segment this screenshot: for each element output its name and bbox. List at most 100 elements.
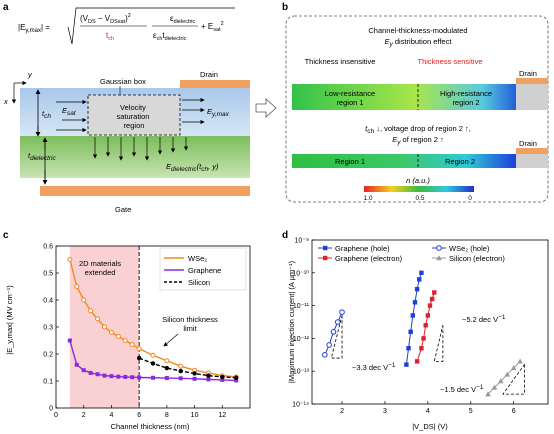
b-title-2: Ey distribution effect [385,37,453,48]
c-point [81,368,86,373]
panel-arrow-icon [255,98,277,118]
d-point [419,270,424,275]
c-legend: WSe₂ Graphene Silicon [159,247,247,291]
d-point [412,300,418,305]
c-point [122,338,128,343]
c-series-line [138,357,237,379]
c-point [74,284,80,289]
c-point [150,361,156,366]
slope-triangle [502,363,525,395]
d-legend-label: Silicon (electron) [449,254,505,263]
tdiel-label: tdielectric [28,151,56,162]
d-point [517,358,523,364]
c-point [136,346,142,352]
d-point [427,303,433,308]
c-ytick-label: 0.2 [43,352,53,359]
d-point [429,296,435,302]
c-ylabel: |E_y,max| (MV cm⁻¹) [5,285,14,355]
c-legend-label: Graphene [188,266,221,275]
svg-text:tch: tch [106,31,114,42]
gate-contact [40,186,250,196]
b-title-1: Channel-thickness-modulated [368,26,467,35]
slope-triangle [433,325,444,362]
d-point [406,346,411,351]
colorbar-tick-2: 0.5 [415,195,424,202]
c-ytick-label: 0.4 [43,298,53,305]
gaussian-box [87,94,181,136]
c-series [67,257,239,383]
drain-label-a: Drain [200,70,218,79]
c-point [130,375,135,380]
b-mid-line-2: Ey of region 2 ↑ [392,135,444,146]
c-point [164,358,170,364]
d-legend-label: Graphene (electron) [335,254,403,263]
panel-c-label: c [3,230,9,241]
c-point [234,378,239,383]
c-xtick-label: 8 [165,412,169,419]
colorbar-tick-1: 1.0 [363,195,372,202]
c-legend-label: WSe₂ [188,254,207,263]
c-point [88,370,93,375]
sqrt-sign [67,7,235,45]
c-point [220,374,225,380]
d-ytick-label: 10⁻¹¹ [293,303,310,310]
d-point [491,384,498,390]
d-xtick-label: 4 [426,408,430,415]
d-xtick-label: 6 [512,408,516,415]
c-point [67,257,73,262]
panel-d-label: d [282,230,288,241]
c-ytick-label: 0.5 [43,271,53,278]
c-point [151,375,155,380]
c-legend-label: Silicon [188,278,210,287]
region2-label: Region 2 [445,157,475,166]
c-point [129,342,135,348]
svg-text:εdielectric: εdielectric [170,14,196,25]
d-point [423,323,428,328]
dielectric-field-arrows [92,137,189,161]
c-point [178,368,183,374]
svg-text:|Ey,max| =: |Ey,max| = [18,23,50,34]
axis-y-label: y [27,70,33,79]
d-point [322,352,328,358]
c-point [192,371,197,376]
c-point [164,365,170,371]
c-point [116,374,121,379]
d-xlabel: |V_DS| (V) [412,422,448,431]
panel-a: a |Ey,max| = (VDS − VDSsat)2 tch εdielec… [3,2,250,214]
shade-label: 2D materials extended [79,259,121,277]
d-ytick-label: 10⁻¹⁴ [292,402,309,409]
d-point [404,362,409,367]
svg-text:(VDS − VDSsat)2: (VDS − VDSsat)2 [80,13,131,25]
panel-b-frame [285,15,549,203]
c-xtick-label: 2 [82,412,86,419]
d-point [417,277,422,282]
c-point [192,376,197,381]
drain-label-b1: Drain [519,69,537,78]
svg-text:εchtdielectric: εchtdielectric [153,31,187,42]
velocity-region-label: Velocity saturation region [116,103,151,130]
d-point [421,336,426,341]
d-legend-label: WSe₂ (hole) [449,244,490,253]
eymax-label: Ey,max [207,107,230,118]
b-mid-line-1: tch ↓, voltage drop of region 2 ↑, [365,124,471,135]
thickness-sensitive: Thickness sensitive [417,57,482,66]
region1-label: Region 1 [335,157,365,166]
d-point [419,346,424,351]
drain-label-b2: Drain [519,139,537,148]
c-ytick-label: 0.3 [43,325,53,332]
region-high-label: High-resistance region 2 [440,89,492,107]
strip-2 [292,154,516,168]
d-ytick-label: 10⁻¹³ [293,369,310,376]
c-point [95,316,101,322]
c-point [164,376,169,381]
d-xtick-label: 3 [383,408,387,415]
drain-contact [180,80,250,88]
gaussian-box-label: Gaussian box [100,77,146,86]
d-axes: 2 3 4 5 6 10⁻¹⁴ 10⁻¹³ 10⁻¹² 10⁻¹¹ 10⁻¹⁰ 10⁻⁹ [292,238,549,415]
d-point [339,309,345,315]
d-point [410,313,416,318]
d-legend: Graphene (hole) WSe₂ (hole) Graphene (elec… [318,244,505,263]
c-point [109,374,114,379]
c-point [88,308,94,314]
